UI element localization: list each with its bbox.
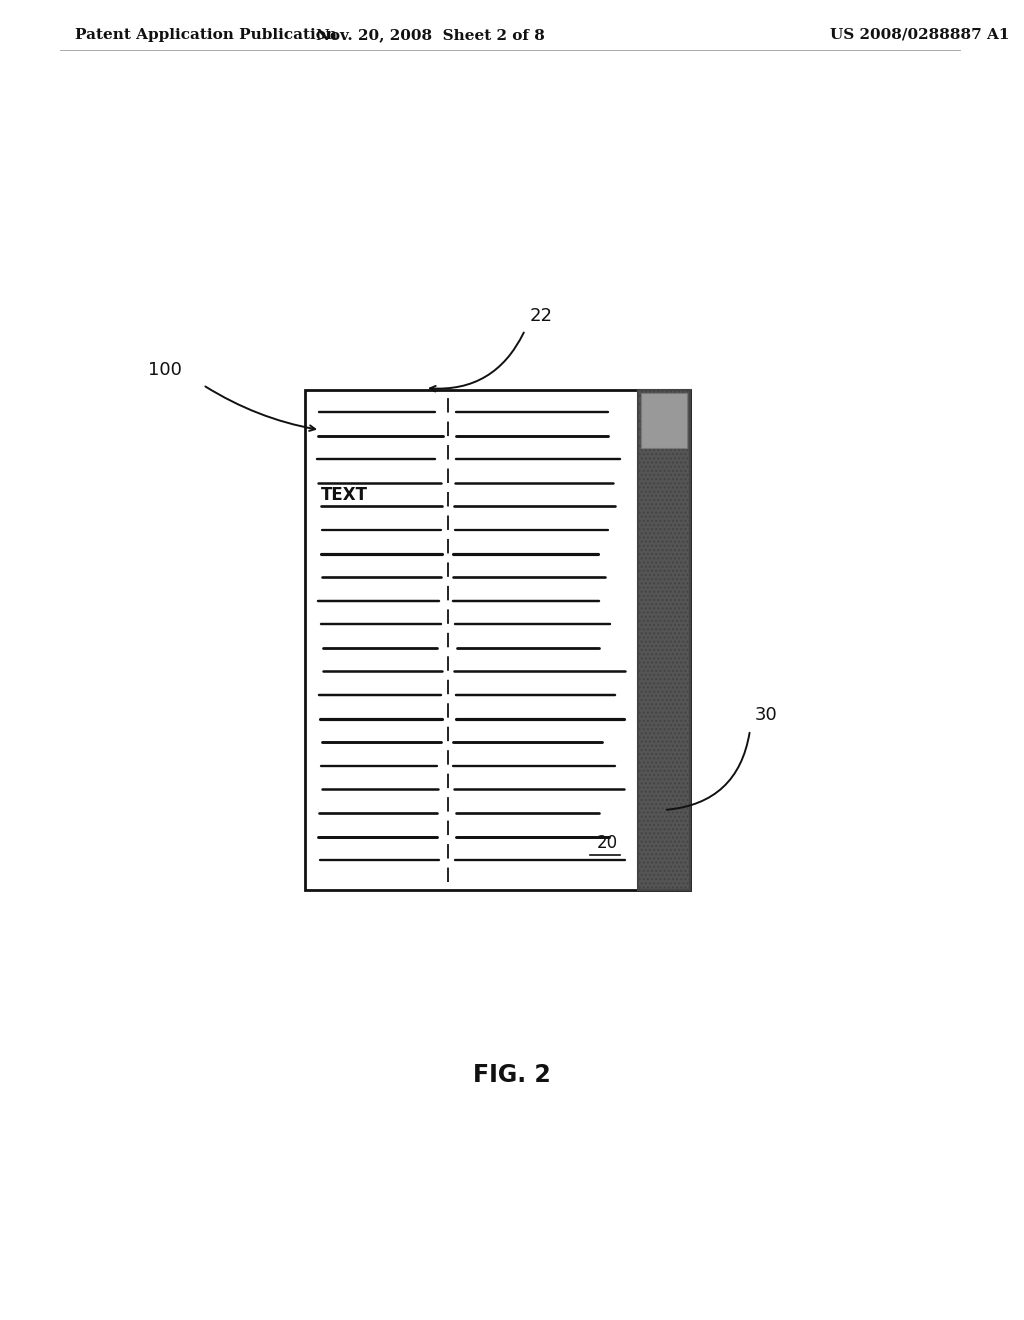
- Bar: [305, 389, 690, 890]
- Text: US 2008/0288887 A1: US 2008/0288887 A1: [830, 28, 1010, 42]
- Text: Nov. 20, 2008  Sheet 2 of 8: Nov. 20, 2008 Sheet 2 of 8: [315, 28, 545, 42]
- Text: 22: 22: [530, 308, 553, 325]
- Text: FIG. 2: FIG. 2: [473, 1063, 551, 1086]
- Text: TEXT: TEXT: [321, 486, 368, 503]
- Text: 30: 30: [755, 706, 778, 723]
- Bar: [641, 393, 687, 447]
- Text: 20: 20: [597, 834, 618, 851]
- Bar: [638, 389, 690, 890]
- Text: 100: 100: [148, 360, 182, 379]
- Text: Patent Application Publication: Patent Application Publication: [75, 28, 337, 42]
